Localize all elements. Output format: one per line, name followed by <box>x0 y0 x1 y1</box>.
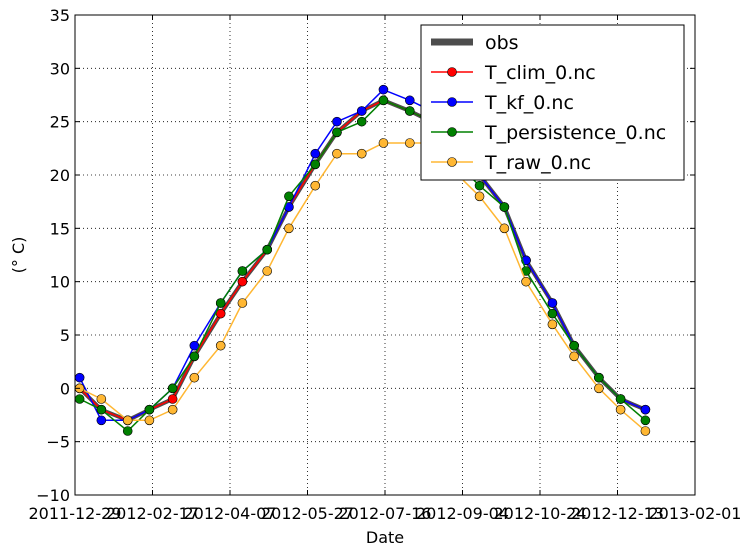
x-tick-label: 2013-02-01 <box>649 504 742 523</box>
data-point <box>122 426 133 436</box>
data-point <box>284 223 294 234</box>
data-point <box>167 394 178 404</box>
series-layer <box>74 84 651 436</box>
legend-marker <box>447 127 457 137</box>
data-point <box>474 180 485 191</box>
y-tick-label: 15 <box>50 219 70 238</box>
data-point <box>215 298 226 308</box>
data-point <box>310 180 321 191</box>
legend-marker <box>447 157 457 167</box>
data-point <box>215 340 226 351</box>
data-point <box>547 298 558 308</box>
legend-label: obs <box>485 32 519 54</box>
data-point <box>547 319 558 330</box>
data-point <box>189 372 200 383</box>
data-point <box>96 404 107 415</box>
data-point <box>521 276 531 287</box>
data-point <box>356 106 367 116</box>
x-tick-label: 2012-09-04 <box>416 504 509 523</box>
data-point <box>167 383 178 394</box>
y-tick-label: 0 <box>60 379 70 398</box>
data-point <box>96 394 107 404</box>
x-tick-label: 2012-02-17 <box>106 504 199 523</box>
data-point <box>332 148 342 159</box>
data-point <box>167 404 178 415</box>
data-point <box>499 223 510 234</box>
legend-label: T_persistence_0.nc <box>484 122 666 144</box>
legend: obs T_clim_0.nc T_kf_0.nc T_persistence_0.n… <box>420 24 685 181</box>
data-point <box>122 415 133 426</box>
legend-label: T_clim_0.nc <box>484 62 596 84</box>
data-point <box>74 372 85 383</box>
data-point <box>569 351 579 362</box>
data-point <box>499 202 510 212</box>
data-point <box>594 383 604 394</box>
data-point <box>237 298 248 308</box>
axis-ticks: −10−5051015202530352011-12-292012-02-172… <box>29 6 742 523</box>
data-point <box>332 116 342 127</box>
data-point <box>144 415 155 426</box>
legend-label: T_kf_0.nc <box>484 92 574 114</box>
data-point <box>356 116 367 127</box>
data-point <box>378 138 389 148</box>
data-point <box>640 404 651 415</box>
y-tick-label: 10 <box>50 273 70 292</box>
y-tick-label: 30 <box>50 59 70 78</box>
x-tick-label: 2012-05-27 <box>261 504 354 523</box>
data-point <box>474 191 485 202</box>
data-point <box>615 394 626 404</box>
data-point <box>547 308 558 319</box>
data-point <box>332 127 342 138</box>
data-point <box>356 148 367 159</box>
y-tick-label: 35 <box>50 6 70 25</box>
x-tick-label: 2012-12-13 <box>571 504 664 523</box>
y-axis-label: (° C) <box>9 237 28 274</box>
x-tick-label: 2011-12-29 <box>29 504 122 523</box>
x-tick-label: 2012-07-16 <box>339 504 432 523</box>
data-point <box>404 138 415 148</box>
data-point <box>74 394 85 404</box>
y-tick-label: −5 <box>46 433 70 452</box>
data-point <box>284 191 294 202</box>
y-tick-label: −10 <box>36 486 70 505</box>
data-point <box>569 340 579 351</box>
y-tick-label: 5 <box>60 326 70 345</box>
data-point <box>237 266 248 276</box>
x-tick-label: 2012-04-07 <box>184 504 277 523</box>
data-point <box>404 95 415 106</box>
data-point <box>378 84 389 95</box>
data-point <box>189 351 200 362</box>
data-point <box>404 106 415 116</box>
data-point <box>310 159 321 170</box>
data-point <box>262 244 273 255</box>
x-axis-label: Date <box>366 528 404 547</box>
data-point <box>262 266 273 276</box>
legend-marker <box>447 67 457 77</box>
y-tick-label: 25 <box>50 113 70 132</box>
data-point <box>237 276 248 287</box>
y-tick-label: 20 <box>50 166 70 185</box>
data-point <box>144 404 155 415</box>
data-point <box>378 95 389 106</box>
data-point <box>640 415 651 426</box>
legend-marker <box>447 97 457 107</box>
series-T_raw_0.nc <box>74 138 651 436</box>
data-point <box>96 415 107 426</box>
x-tick-label: 2012-10-24 <box>494 504 587 523</box>
data-point <box>615 404 626 415</box>
data-point <box>310 148 321 159</box>
data-point <box>640 426 651 436</box>
legend-label: T_raw_0.nc <box>484 152 591 174</box>
data-point <box>594 372 604 383</box>
